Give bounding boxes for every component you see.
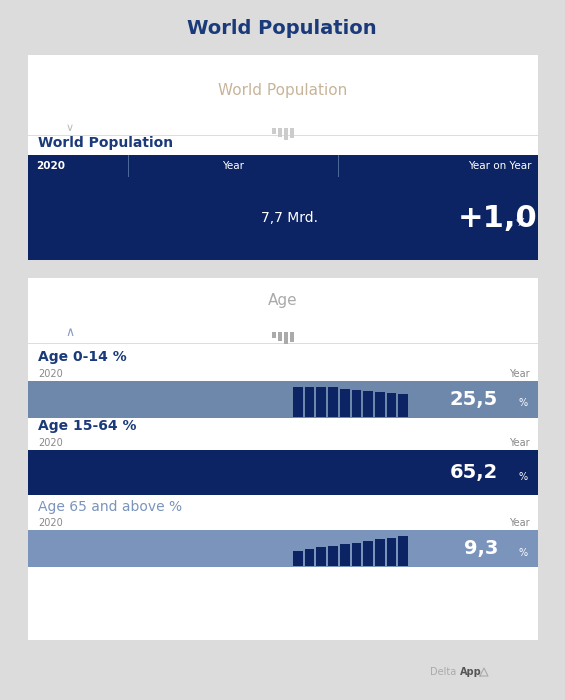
- Bar: [363, 391, 373, 417]
- Text: 65,2: 65,2: [450, 463, 498, 482]
- Text: Year: Year: [222, 161, 244, 171]
- Bar: [328, 546, 338, 566]
- Bar: [340, 545, 350, 566]
- Bar: [316, 387, 326, 417]
- Text: 2020: 2020: [36, 161, 65, 171]
- Bar: [398, 462, 408, 494]
- Text: Age 65 and above %: Age 65 and above %: [38, 500, 182, 514]
- Bar: [305, 387, 314, 417]
- Text: Delta: Delta: [430, 667, 457, 677]
- Bar: [293, 552, 303, 566]
- Bar: [328, 387, 338, 417]
- Text: World Population: World Population: [187, 18, 377, 38]
- Bar: [316, 454, 326, 494]
- Bar: [351, 458, 361, 494]
- Text: Year: Year: [510, 518, 530, 528]
- Bar: [278, 332, 282, 341]
- Bar: [305, 550, 314, 566]
- Bar: [340, 456, 350, 494]
- Text: 2020: 2020: [38, 438, 63, 448]
- Bar: [272, 128, 276, 134]
- Bar: [293, 387, 303, 417]
- Text: Age 15-64 %: Age 15-64 %: [38, 419, 137, 433]
- Text: Age 0-14 %: Age 0-14 %: [38, 350, 127, 364]
- Bar: [28, 450, 538, 495]
- Bar: [305, 453, 314, 494]
- Text: %: %: [515, 218, 526, 228]
- Text: World Population: World Population: [38, 136, 173, 150]
- Bar: [386, 538, 396, 566]
- Bar: [338, 155, 339, 177]
- Text: +1,0: +1,0: [458, 204, 538, 233]
- Text: Age: Age: [268, 293, 298, 307]
- Text: Year on Year: Year on Year: [468, 161, 532, 171]
- Bar: [28, 530, 538, 567]
- Bar: [128, 155, 129, 177]
- Bar: [28, 135, 538, 136]
- Bar: [351, 543, 361, 566]
- Bar: [328, 455, 338, 494]
- Bar: [316, 547, 326, 566]
- Bar: [386, 393, 396, 417]
- Text: ∧: ∧: [66, 326, 75, 339]
- Bar: [398, 536, 408, 566]
- Bar: [290, 128, 294, 138]
- Bar: [375, 460, 385, 494]
- Bar: [28, 381, 538, 418]
- Bar: [28, 343, 538, 344]
- Bar: [351, 390, 361, 417]
- Bar: [272, 332, 276, 338]
- Bar: [290, 332, 294, 342]
- Text: %: %: [519, 398, 528, 409]
- Bar: [28, 177, 538, 260]
- Text: 7,7 Mrd.: 7,7 Mrd.: [261, 211, 318, 225]
- Text: 2020: 2020: [38, 518, 63, 528]
- Bar: [363, 458, 373, 494]
- Text: 2020: 2020: [38, 369, 63, 379]
- Bar: [28, 155, 538, 177]
- Bar: [363, 541, 373, 566]
- Text: 9,3: 9,3: [464, 539, 498, 558]
- Bar: [293, 454, 303, 494]
- Text: %: %: [519, 547, 528, 557]
- Text: World Population: World Population: [219, 83, 347, 97]
- Text: Year: Year: [510, 369, 530, 379]
- Bar: [284, 332, 288, 344]
- Text: 25,5: 25,5: [450, 390, 498, 409]
- Text: ∨: ∨: [66, 123, 74, 133]
- Bar: [386, 461, 396, 494]
- Bar: [284, 128, 288, 140]
- Bar: [375, 540, 385, 566]
- Bar: [375, 392, 385, 417]
- Bar: [28, 278, 538, 640]
- Text: Year: Year: [510, 438, 530, 448]
- Text: %: %: [519, 472, 528, 482]
- Bar: [278, 128, 282, 137]
- Text: App: App: [460, 667, 482, 677]
- Bar: [398, 394, 408, 417]
- Bar: [340, 389, 350, 417]
- Bar: [28, 55, 538, 260]
